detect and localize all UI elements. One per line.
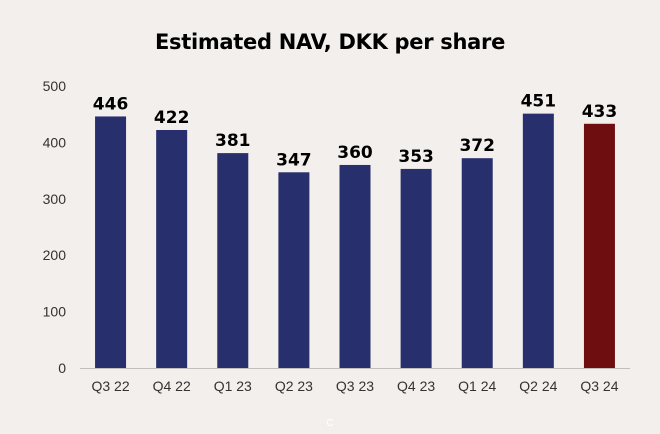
- y-tick-label: 300: [43, 191, 67, 207]
- bar: [583, 123, 615, 369]
- bar: [339, 164, 371, 368]
- data-label: 381: [215, 131, 251, 151]
- data-label: 360: [337, 143, 373, 163]
- x-tick-label: Q4 22: [153, 378, 191, 394]
- bar: [278, 172, 310, 368]
- data-label: 422: [154, 108, 190, 128]
- footer-mark: C: [326, 418, 334, 429]
- bar: [461, 158, 493, 368]
- x-tick-label: Q1 24: [458, 378, 496, 394]
- data-label: 451: [521, 92, 557, 112]
- bar: [217, 153, 249, 368]
- x-tick-label: Q1 23: [214, 378, 252, 394]
- bar: [522, 113, 554, 368]
- bar: [95, 116, 127, 369]
- x-tick-label: Q2 24: [519, 378, 557, 394]
- data-label: 353: [398, 147, 434, 167]
- data-label: 347: [276, 150, 312, 170]
- y-tick-label: 100: [43, 304, 67, 320]
- x-tick-label: Q4 23: [397, 378, 435, 394]
- data-label: 433: [582, 102, 618, 122]
- x-tick-label: Q2 23: [275, 378, 313, 394]
- y-tick-label: 200: [43, 247, 67, 263]
- bar: [156, 129, 188, 368]
- x-tick-label: Q3 22: [91, 378, 129, 394]
- bar: [400, 168, 432, 368]
- y-tick-label: 500: [43, 78, 67, 94]
- x-tick-label: Q3 23: [336, 378, 374, 394]
- chart-title: Estimated NAV, DKK per share: [154, 30, 506, 54]
- data-label: 446: [93, 94, 129, 114]
- x-tick-label: Q3 24: [580, 378, 618, 394]
- y-tick-label: 400: [43, 134, 67, 150]
- data-label: 372: [459, 136, 495, 156]
- y-tick-label: 0: [58, 360, 66, 376]
